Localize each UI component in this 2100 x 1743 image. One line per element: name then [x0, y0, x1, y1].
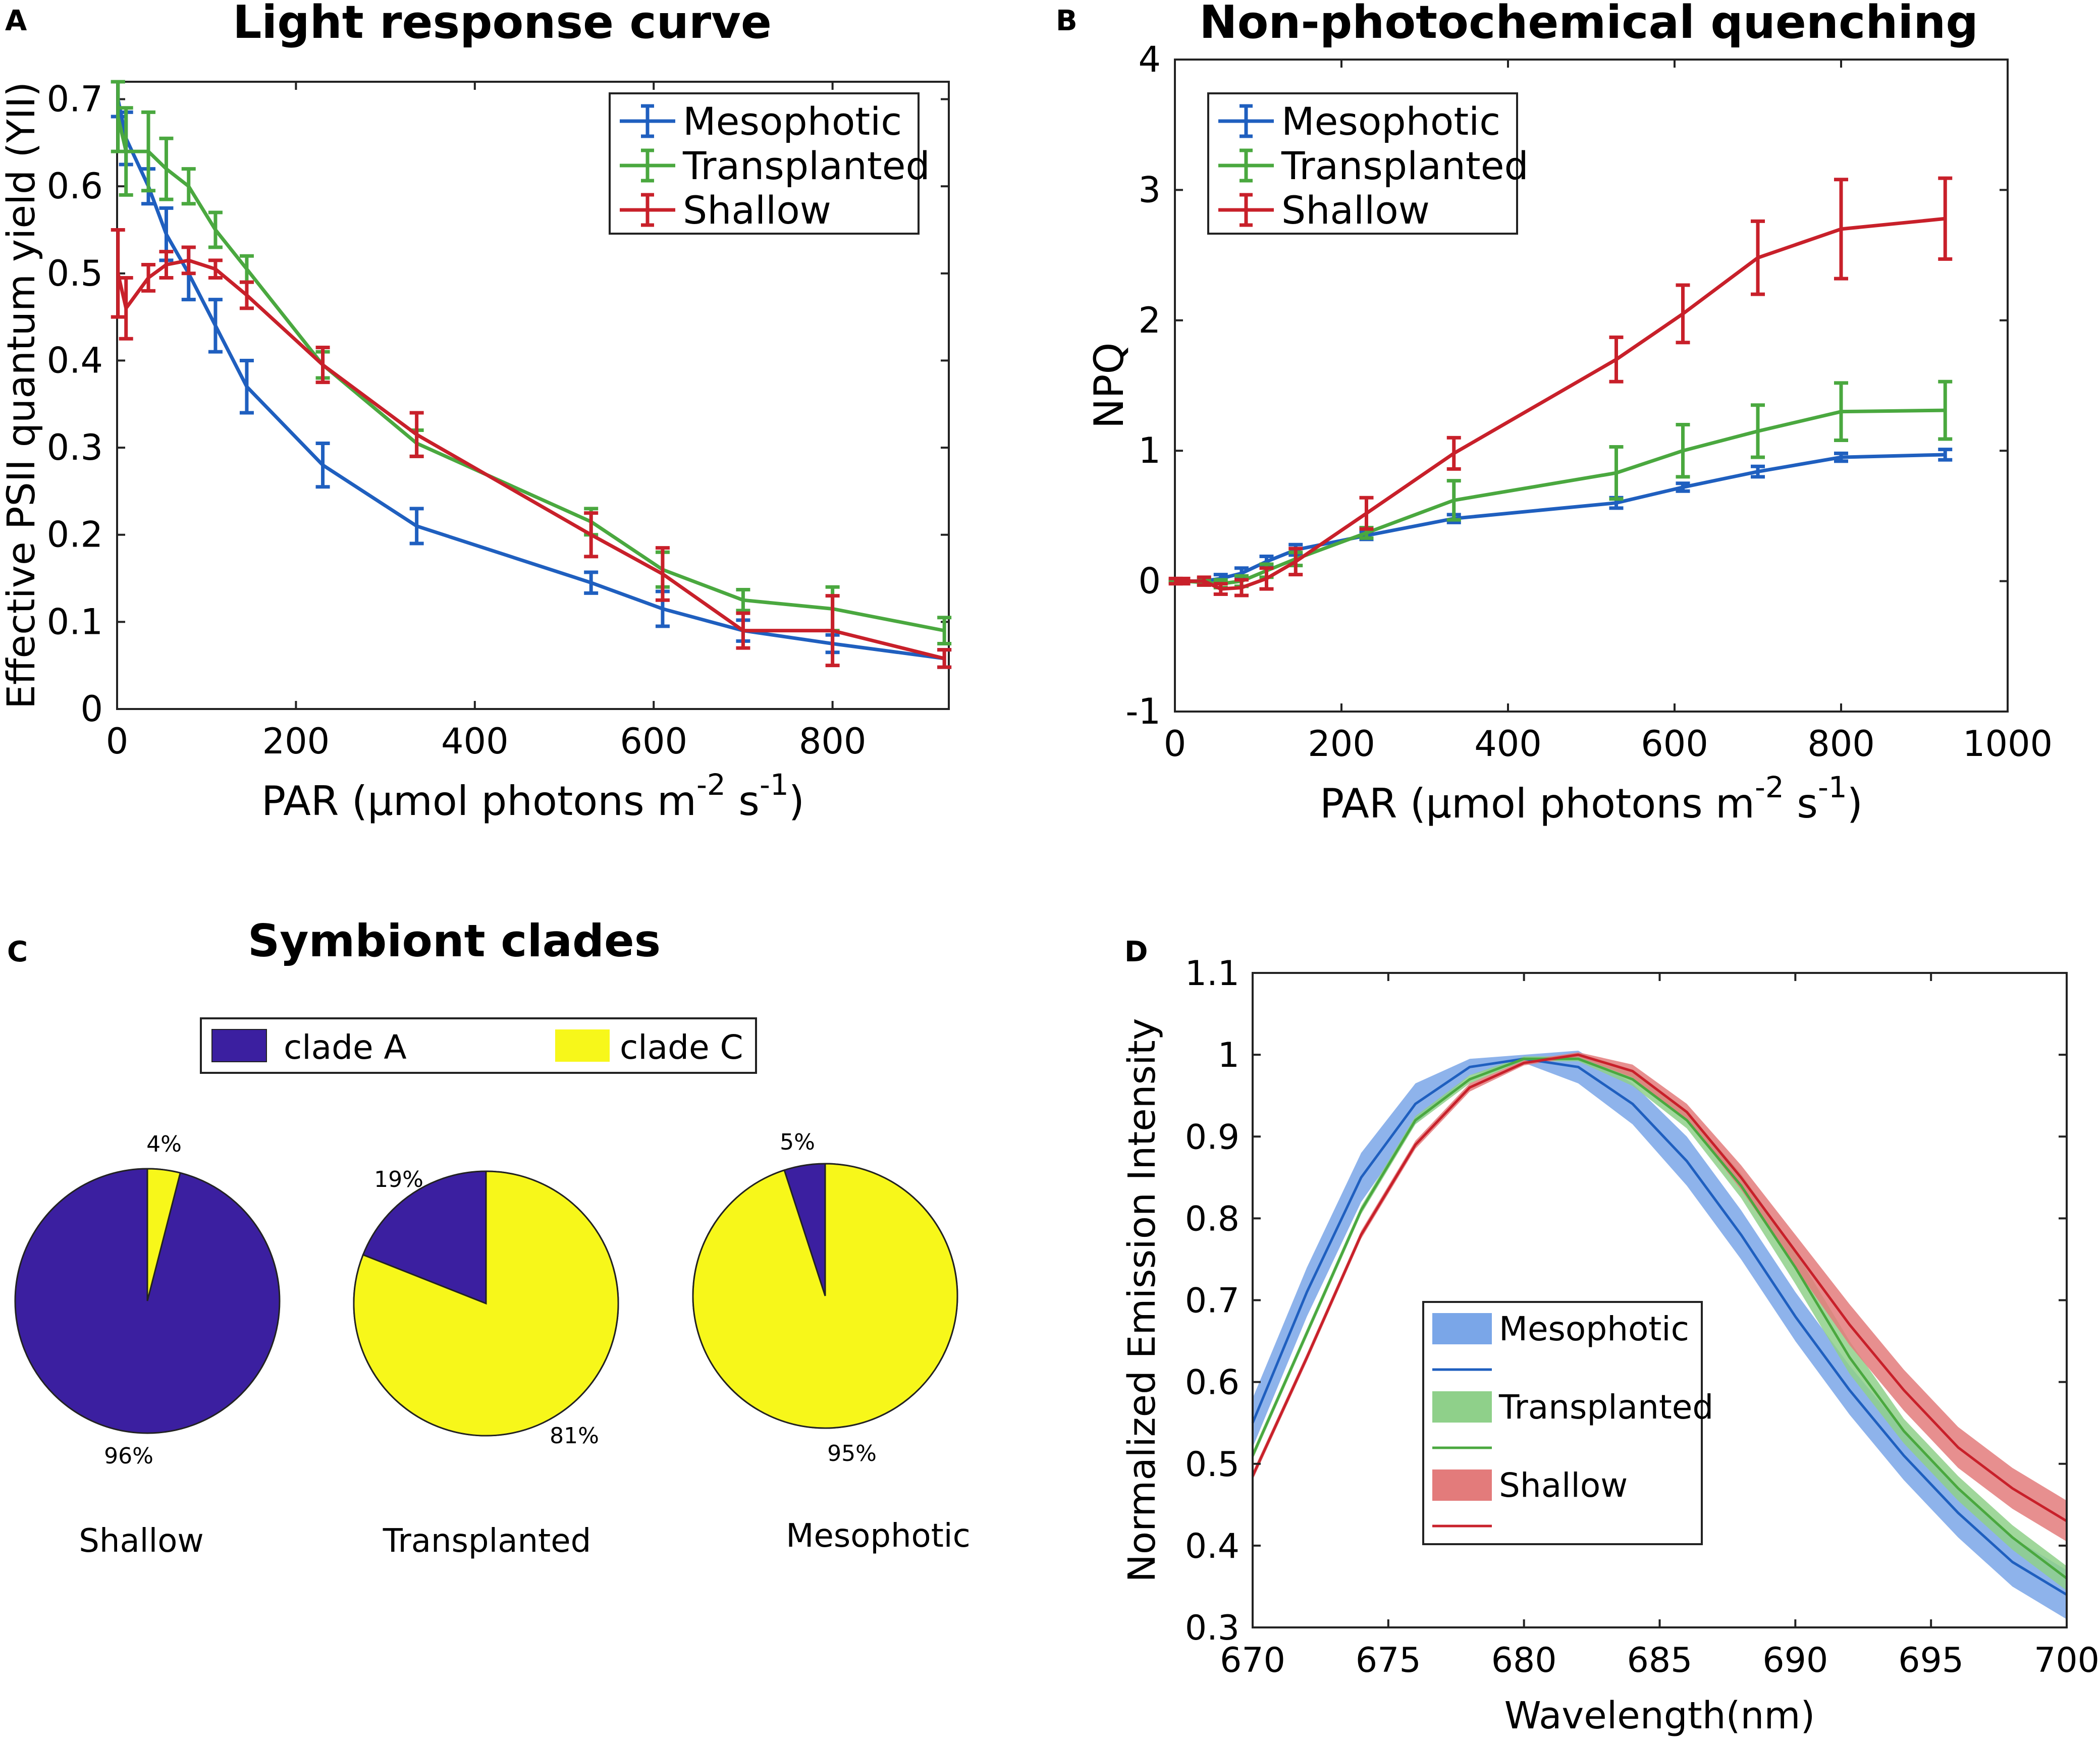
legend-label-mesophotic: Mesophotic: [1281, 99, 1500, 144]
y-tick-label: 1: [1138, 430, 1161, 471]
y-tick-label: 0.9: [1185, 1117, 1240, 1157]
pie-slice-clade-c: [146, 1168, 181, 1301]
axes-frame: [116, 81, 950, 710]
x-axis-label: PAR (μmol photons m-2 s-1): [261, 768, 804, 825]
panel-c-symbiont-clades: C Symbiont clades clade A clade C 96% 4% Shall…: [7, 915, 971, 1560]
x-tick-label: 800: [799, 721, 867, 762]
chart-title: Symbiont clades: [248, 915, 661, 967]
pie-label-clade-c: 95%: [827, 1441, 877, 1466]
pie-slice-clade-c: [353, 1170, 619, 1437]
panel-letter: B: [1056, 5, 1078, 37]
series-line-shallow: [1251, 1053, 2068, 1522]
x-tick-label: 1000: [1963, 723, 2053, 765]
y-tick-label: 0.5: [47, 253, 103, 294]
y-tick-label: 2: [1138, 300, 1161, 341]
legend-label-mesophotic: Mesophotic: [1499, 1310, 1689, 1348]
pie-label-clade-c: 81%: [550, 1423, 599, 1449]
panel-letter: D: [1124, 936, 1148, 968]
pie-label-clade-a: 19%: [374, 1167, 423, 1192]
series-line-transplanted: [1175, 408, 1946, 586]
y-tick-label: 0.8: [1185, 1199, 1240, 1239]
legend-label-mesophotic: Mesophotic: [683, 99, 902, 144]
y-tick-label: 3: [1138, 169, 1161, 210]
legend-swatch-transplanted: [1432, 1391, 1492, 1423]
y-tick-label: 0.3: [47, 427, 103, 468]
panel-d-emission: D 670 675 680 685 690 695 700 0.3 0.4 0.5 0.6 0.7 0.8…: [1120, 936, 2099, 1737]
legend-label-transplanted: Transplanted: [682, 143, 930, 188]
pie-name: Transplanted: [383, 1522, 591, 1560]
y-tick-label: 0.3: [1185, 1608, 1240, 1648]
pie-name: Mesophotic: [786, 1517, 971, 1555]
x-tick-label: 600: [1641, 723, 1708, 765]
pie-label-clade-a: 5%: [780, 1129, 815, 1155]
y-tick-label: -1: [1125, 691, 1161, 732]
pie-slice-clade-c: [692, 1163, 958, 1429]
y-tick-label: 0.6: [47, 166, 103, 207]
pie-name: Shallow: [79, 1522, 203, 1560]
axes-frame: [1174, 59, 2009, 713]
legend-label-shallow: Shallow: [1281, 188, 1430, 233]
panel-a-light-response: A 0 200 400 600 800 0 0.1 0.2 0.3 0.4 0.5 0.6 0.7 PAR …: [0, 0, 952, 825]
legend-swatch-clade-c: [555, 1029, 610, 1062]
x-tick-label: 400: [1474, 723, 1542, 765]
chart-title: Non-photochemical quenching: [1199, 0, 1978, 49]
y-tick-label: 1: [1218, 1036, 1240, 1075]
x-tick-label: 0: [1164, 723, 1187, 765]
pie-label-clade-c: 4%: [146, 1131, 182, 1157]
pie-label-clade-a: 96%: [104, 1443, 153, 1469]
legend-swatch-shallow: [1432, 1469, 1492, 1501]
y-tick-label: 0.5: [1185, 1445, 1240, 1485]
legend-label-clade-a: clade A: [284, 1028, 407, 1067]
x-axis-label: PAR (μmol photons m-2 s-1): [1320, 770, 1863, 827]
y-tick-label: 0.1: [47, 601, 103, 642]
x-tick-label: 690: [1762, 1641, 1828, 1680]
y-tick-label: 0.4: [47, 340, 103, 381]
series-line-shallow: [1175, 216, 1946, 591]
x-tick-label: 600: [620, 721, 687, 762]
chart-title: Light response curve: [233, 0, 772, 49]
x-axis-label: Wavelength(nm): [1504, 1694, 1815, 1737]
legend-label-shallow: Shallow: [683, 188, 831, 233]
series-line-shallow: [116, 258, 945, 661]
y-tick-label: 0.7: [47, 79, 103, 120]
x-tick-label: 700: [2034, 1641, 2099, 1680]
y-axis-label: Effective PSII quantum yield (YII): [0, 82, 43, 709]
x-tick-label: 680: [1491, 1641, 1557, 1680]
series-line-mesophotic: [116, 98, 945, 661]
legend-box: [200, 1017, 757, 1074]
y-tick-label: 0.4: [1185, 1527, 1240, 1566]
y-tick-label: 4: [1138, 39, 1161, 80]
x-tick-label: 200: [262, 721, 330, 762]
y-tick-label: 0.6: [1185, 1363, 1240, 1403]
legend-swatch-mesophotic: [1432, 1313, 1492, 1344]
panel-letter: C: [7, 936, 28, 968]
y-tick-label: 0: [80, 688, 103, 730]
y-tick-label: 1.1: [1185, 954, 1240, 994]
x-tick-label: 675: [1356, 1641, 1421, 1680]
x-tick-label: 670: [1220, 1641, 1285, 1680]
legend-swatch-clade-a: [211, 1029, 267, 1062]
panel-letter: A: [5, 5, 27, 37]
legend-label-transplanted: Transplanted: [1498, 1388, 1713, 1427]
series-line-transplanted: [1251, 1057, 2068, 1579]
legend-label-shallow: Shallow: [1499, 1466, 1628, 1505]
x-tick-label: 800: [1807, 723, 1875, 765]
series-line-transplanted: [116, 116, 945, 633]
y-axis-label: Normalized Emission Intensity: [1120, 1018, 1164, 1582]
legend-label-clade-c: clade C: [620, 1028, 743, 1067]
y-tick-label: 0: [1138, 561, 1161, 602]
y-tick-label: 0.2: [47, 514, 103, 556]
y-tick-label: 0.7: [1185, 1281, 1240, 1321]
x-tick-label: 400: [441, 721, 509, 762]
legend-label-transplanted: Transplanted: [1281, 143, 1529, 188]
series-line-mesophotic: [1251, 1057, 2068, 1596]
y-axis-label: NPQ: [1086, 342, 1133, 428]
x-tick-label: 695: [1898, 1641, 1964, 1680]
x-tick-label: 200: [1308, 723, 1375, 765]
x-tick-label: 0: [106, 721, 129, 762]
x-tick-label: 685: [1627, 1641, 1693, 1680]
